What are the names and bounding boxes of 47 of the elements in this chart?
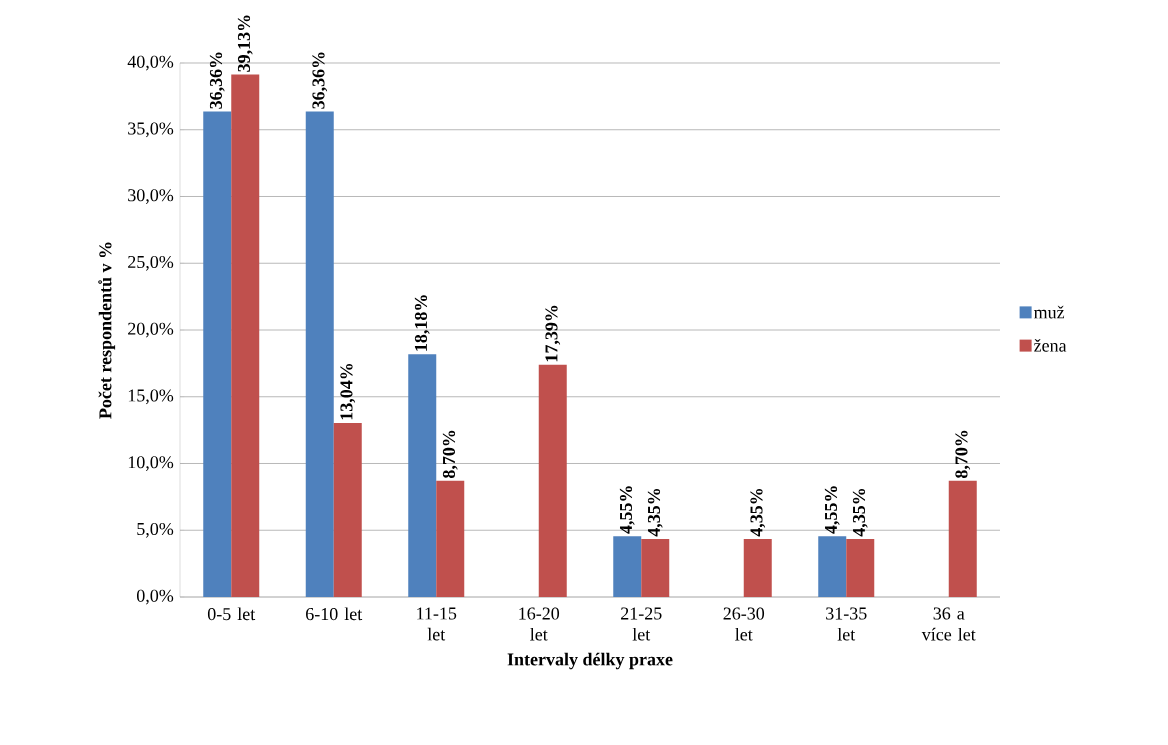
x-tick-label: 36 a více let [921, 607, 976, 641]
data-label: 4,35% [852, 488, 868, 537]
data-label: 4,55% [824, 486, 840, 534]
y-tick-label: 5,0% [137, 522, 174, 538]
data-label: 4,35% [647, 488, 663, 537]
bar [333, 422, 362, 597]
x-tick-label: 6-10 let [306, 607, 363, 621]
x-tick-label: 31-35 let [826, 607, 867, 641]
bar [538, 364, 567, 597]
data-label: 13,04% [340, 363, 356, 420]
bar [613, 536, 642, 597]
y-tick-label: 20,0% [128, 322, 174, 338]
bar [305, 111, 334, 597]
y-tick-label: 25,0% [128, 255, 174, 271]
data-label: 4,35% [750, 488, 766, 537]
data-label: 39,13% [237, 15, 253, 72]
bar [203, 111, 232, 597]
y-tick-label: 0,0% [137, 589, 174, 605]
bar [641, 538, 670, 597]
bar [231, 74, 260, 597]
x-tick-label: 26-30 let [723, 607, 765, 641]
legend-label: muž [1033, 305, 1065, 319]
x-axis-title: Intervaly délky praxe [507, 652, 673, 670]
data-label: 4,55% [619, 486, 635, 534]
bar [948, 480, 977, 597]
y-tick-label: 30,0% [128, 189, 174, 204]
y-tick-label: 10,0% [128, 456, 174, 471]
x-tick-label: 11-15 let [417, 607, 457, 641]
x-tick-label: 16-20 let [519, 607, 560, 641]
data-label: 36,36% [209, 52, 225, 109]
legend-label: žena [1034, 338, 1067, 352]
y-tick-label: 40,0% [127, 55, 174, 71]
data-label: 8,70% [442, 430, 458, 479]
x-tick-label: 21-25 let [621, 607, 662, 641]
bar [846, 538, 875, 597]
y-tick-label: 15,0% [128, 389, 174, 405]
x-tick-label: 0-5 let [207, 607, 256, 621]
bar [436, 480, 465, 597]
bar [743, 538, 772, 597]
data-label: 18,18% [414, 295, 430, 351]
y-tick-label: 35,0% [128, 122, 174, 138]
data-label: 17,39% [545, 305, 561, 362]
bar [408, 354, 437, 597]
data-label: 8,70% [955, 430, 971, 479]
data-label: 36,36% [312, 52, 328, 109]
y-axis-title: Počet respondentů v % [98, 242, 116, 419]
bar [818, 536, 847, 597]
